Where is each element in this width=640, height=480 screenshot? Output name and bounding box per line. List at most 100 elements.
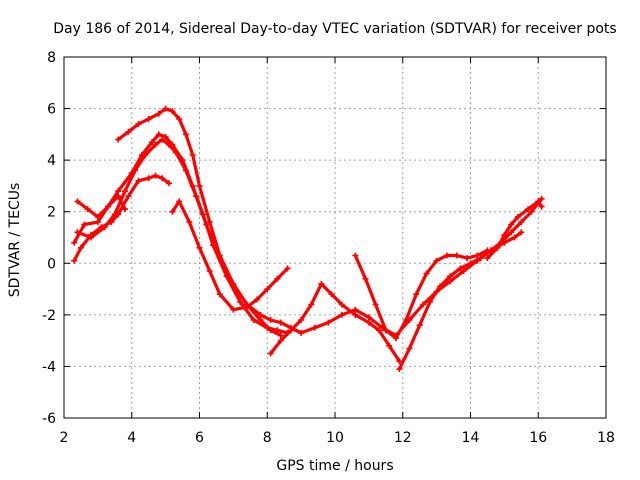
data-point-marker [447, 278, 454, 285]
x-tick-label: 4 [127, 430, 136, 446]
data-point-marker [372, 301, 379, 308]
data-point-marker [288, 327, 294, 334]
y-tick-label: 0 [47, 256, 56, 272]
data-point-marker [176, 198, 183, 205]
data-point-marker [105, 203, 111, 210]
data-point-marker [352, 252, 359, 259]
data-point-marker [199, 211, 206, 218]
plot-frame [63, 56, 607, 419]
data-point-marker [396, 366, 403, 372]
data-point-marker [484, 255, 491, 262]
y-tick-label: 2 [47, 205, 56, 221]
data-point-marker [382, 327, 389, 334]
data-point-marker [254, 296, 261, 303]
data-point-marker [508, 221, 515, 228]
data-point-marker [437, 283, 443, 290]
data-point-marker [264, 286, 271, 293]
data-point-marker [477, 255, 484, 262]
chart-title: Day 186 of 2014, Sidereal Day-to-day VTE… [53, 21, 616, 37]
data-point-marker [88, 231, 95, 238]
data-point-marker [535, 198, 542, 205]
y-tick-label: 8 [47, 50, 56, 66]
series-line [170, 199, 290, 312]
data-point-marker [166, 180, 172, 187]
data-point-marker [77, 244, 84, 251]
data-point-marker [149, 139, 156, 146]
data-point-marker [525, 206, 532, 213]
data-point-marker [311, 324, 318, 331]
x-tick-label: 14 [462, 430, 480, 446]
y-tick-label: -4 [42, 359, 56, 375]
data-point-marker [338, 301, 345, 308]
data-point-marker [420, 301, 427, 308]
data-point-marker [135, 121, 142, 127]
series-sat-a [74, 136, 525, 339]
data-point-marker [257, 317, 264, 323]
data-point-marker [328, 291, 335, 298]
data-point-marker [274, 327, 281, 334]
x-tick-label: 10 [326, 430, 344, 446]
data-point-marker [206, 268, 213, 274]
data-point-marker [145, 115, 152, 122]
data-point-marker [443, 252, 450, 259]
data-point-marker [152, 141, 159, 148]
chart-labels: 2 4 6 8 10 12 14 16 18 -6 -4 -2 0 2 4 6 8 [42, 50, 615, 446]
data-point-marker [74, 198, 81, 205]
data-point-marker [169, 141, 176, 148]
y-axis-label: SDTVAR / TECUs [7, 183, 23, 298]
data-point-marker [511, 234, 518, 241]
series-line [485, 199, 544, 260]
data-point-marker [196, 182, 203, 189]
data-point-marker [206, 219, 213, 225]
data-point-marker [298, 329, 305, 336]
data-point-marker [125, 193, 132, 200]
data-point-marker [277, 319, 284, 326]
data-point-marker [115, 188, 122, 195]
data-point-marker [464, 255, 471, 262]
x-tick-label: 12 [394, 430, 412, 446]
data-point-marker [518, 229, 525, 236]
data-point-marker [423, 270, 430, 277]
data-point-marker [159, 136, 166, 143]
x-tick-label: 18 [597, 430, 615, 446]
data-point-marker [298, 317, 305, 323]
data-point-marker [494, 244, 501, 251]
data-point-marker [538, 203, 545, 210]
x-axis-label: GPS time / hours [276, 458, 393, 474]
data-point-marker [528, 208, 535, 215]
data-point-marker [250, 317, 257, 323]
data-point-marker [264, 324, 271, 331]
data-point-marker [186, 219, 193, 225]
data-point-marker [115, 211, 122, 218]
data-point-marker [162, 133, 169, 140]
data-point-marker [376, 327, 382, 334]
x-tick-label: 8 [263, 430, 272, 446]
data-point-marker [426, 299, 433, 305]
series-sat-j [484, 198, 545, 262]
data-point-marker [159, 175, 166, 182]
data-point-marker [433, 257, 440, 264]
data-point-marker [230, 306, 237, 313]
data-point-marker [169, 208, 176, 215]
data-point-marker [243, 304, 250, 311]
data-point-marker [274, 275, 281, 282]
series-sat-f [74, 193, 128, 220]
chart-axes [63, 56, 607, 419]
data-point-marker [393, 335, 399, 342]
data-point-marker [538, 195, 545, 202]
data-point-marker [223, 273, 230, 280]
data-point-marker [386, 342, 393, 349]
data-point-marker [325, 319, 332, 326]
data-point-marker [84, 206, 91, 213]
series-line [75, 194, 127, 219]
chart-grid [64, 57, 606, 418]
data-point-marker [210, 242, 217, 249]
data-point-marker [115, 193, 122, 200]
data-point-marker [406, 345, 413, 352]
data-point-marker [474, 252, 481, 259]
data-point-marker [447, 273, 454, 280]
data-point-marker [108, 219, 115, 225]
data-point-marker [352, 306, 359, 313]
data-point-marker [115, 136, 122, 143]
data-point-marker [413, 291, 420, 298]
